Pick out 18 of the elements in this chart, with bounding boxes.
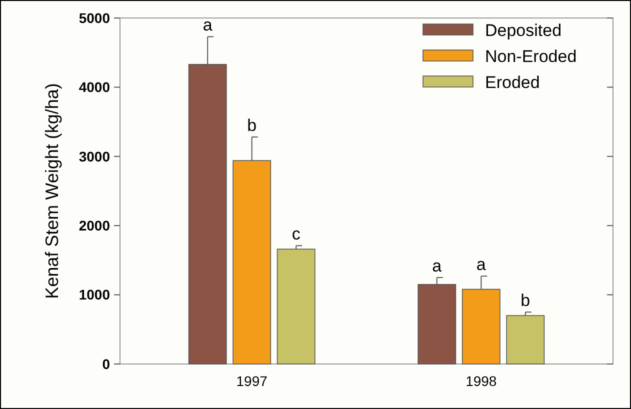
- y-tick-label: 0: [102, 356, 110, 372]
- legend-label: Deposited: [485, 20, 562, 40]
- data-label: a: [202, 16, 213, 35]
- y-axis-title: Kenaf Stem Weight (kg/ha): [42, 83, 62, 299]
- y-tick-label: 1000: [78, 286, 110, 303]
- x-tick-label: 1997: [236, 373, 268, 389]
- legend-label: Non-Eroded: [485, 46, 577, 66]
- data-label: a: [432, 256, 442, 276]
- y-tick-label: 5000: [78, 10, 110, 26]
- y-tick-label: 2000: [78, 218, 110, 234]
- data-label: c: [292, 224, 301, 244]
- y-tick-label: 3000: [78, 148, 110, 164]
- data-label: a: [476, 255, 486, 274]
- x-tick-label: 1998: [466, 373, 497, 389]
- data-label: b: [520, 291, 530, 310]
- legend-label: Eroded: [485, 72, 540, 92]
- y-tick-label: 4000: [78, 79, 110, 96]
- data-label: b: [247, 116, 257, 136]
